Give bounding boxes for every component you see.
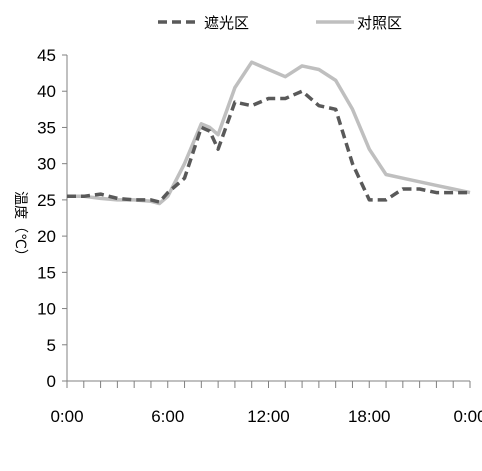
legend-item-shade: 遮光区 <box>158 14 249 32</box>
y-tick-label: 10 <box>37 300 56 319</box>
legend-item-control: 对照区 <box>316 14 402 32</box>
y-tick-label: 5 <box>47 336 56 355</box>
y-tick-label: 20 <box>37 227 56 246</box>
x-tick-label: 18:00 <box>348 407 391 426</box>
series-line-control <box>67 60 471 206</box>
x-tick-label: 6:00 <box>151 407 184 426</box>
legend-label-shade: 遮光区 <box>204 14 249 32</box>
x-tick-label: 0:00 <box>50 407 83 426</box>
y-tick-label: 30 <box>37 155 56 174</box>
legend: 遮光区 对照区 <box>158 14 402 32</box>
y-tick-label: 35 <box>37 118 56 137</box>
legend-label-control: 对照区 <box>357 14 402 32</box>
x-tick-label: 12:00 <box>247 407 290 426</box>
x-axis-ticks: 0:00 6:00 12:00 18:00 0:00 <box>50 381 482 426</box>
y-axis-title: 温度（℃） <box>12 191 28 263</box>
y-tick-label: 0 <box>47 372 56 391</box>
series-layer <box>67 60 471 206</box>
y-tick-label: 40 <box>37 82 56 101</box>
series-line-shade <box>67 89 470 204</box>
x-tick-label: 0:00 <box>453 407 482 426</box>
axes <box>66 55 470 382</box>
y-tick-label: 45 <box>37 46 56 65</box>
y-tick-label: 25 <box>37 191 56 210</box>
y-axis-ticks: 0 5 10 15 20 25 30 35 40 45 <box>37 46 67 391</box>
y-tick-label: 15 <box>37 263 56 282</box>
